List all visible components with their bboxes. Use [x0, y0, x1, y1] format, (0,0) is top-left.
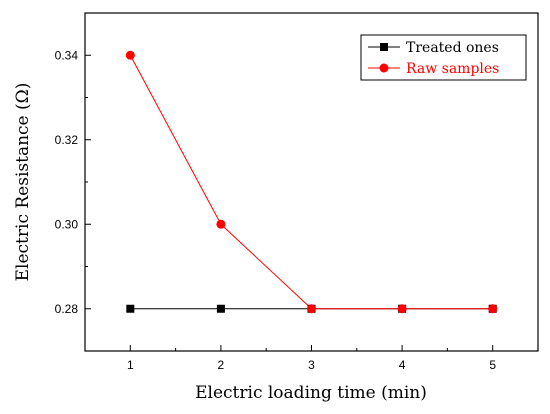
x-tick-label: 5 [489, 358, 496, 372]
data-point-raw [307, 304, 316, 314]
legend-label-treated: Treated ones [406, 40, 499, 56]
y-tick-label: 0.28 [55, 302, 79, 316]
x-tick-label: 3 [308, 358, 315, 372]
y-axis-label: Electric Resistance (Ω) [13, 83, 33, 282]
plot-frame [84, 12, 539, 352]
x-tick-label: 4 [399, 358, 406, 372]
legend-label-raw: Raw samples [406, 61, 499, 77]
data-point-raw [397, 304, 407, 314]
x-axis-label: Electric loading time (min) [195, 383, 427, 403]
legend: Treated ones Raw samples [360, 34, 527, 81]
y-tick-label: 0.30 [55, 217, 79, 231]
data-point-raw [216, 219, 226, 229]
data-point-raw [125, 50, 135, 60]
x-tick-label: 1 [127, 358, 134, 372]
y-tick-label: 0.32 [55, 133, 79, 147]
legend-box [360, 34, 527, 81]
data-point-treated [216, 304, 225, 313]
legend-marker-raw [379, 63, 389, 73]
legend-marker-treated [380, 43, 388, 51]
data-point-treated [126, 304, 135, 313]
data-point-raw [488, 304, 498, 314]
x-tick-label: 2 [218, 358, 225, 372]
y-tick-label: 0.34 [55, 48, 79, 62]
